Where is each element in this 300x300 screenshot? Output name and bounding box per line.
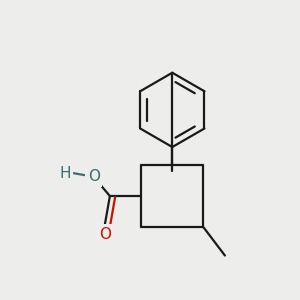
Text: O: O (99, 227, 111, 242)
Text: O: O (88, 169, 100, 184)
Text: H: H (60, 166, 71, 181)
